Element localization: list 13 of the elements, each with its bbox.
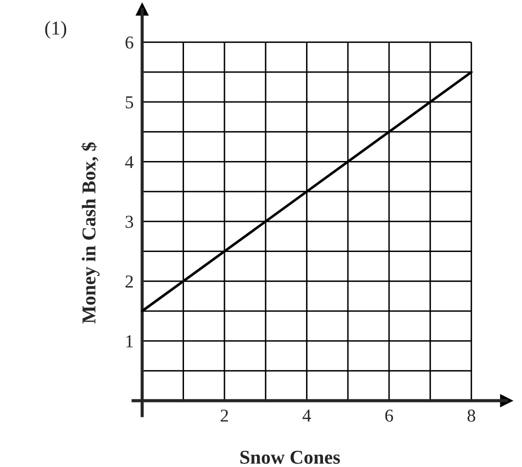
y-tick-label: 5 [126, 96, 134, 108]
y-tick-label: 2 [126, 276, 133, 288]
x-axis-title: Snow Cones [240, 450, 340, 464]
y-tick-label: 4 [125, 156, 134, 168]
x-tick-label: 4 [302, 410, 311, 422]
x-tick-label: 6 [385, 410, 394, 422]
text: (1) [45, 21, 66, 39]
y-tick-label: 1 [126, 335, 133, 348]
x-tick-label: 2 [220, 410, 228, 422]
y-tick-label: 6 [126, 36, 134, 49]
y-axis-title: Money in Cash Box, $ [81, 142, 100, 324]
x-tick-label: 8 [468, 410, 476, 422]
y-tick-label: 3 [126, 216, 134, 228]
